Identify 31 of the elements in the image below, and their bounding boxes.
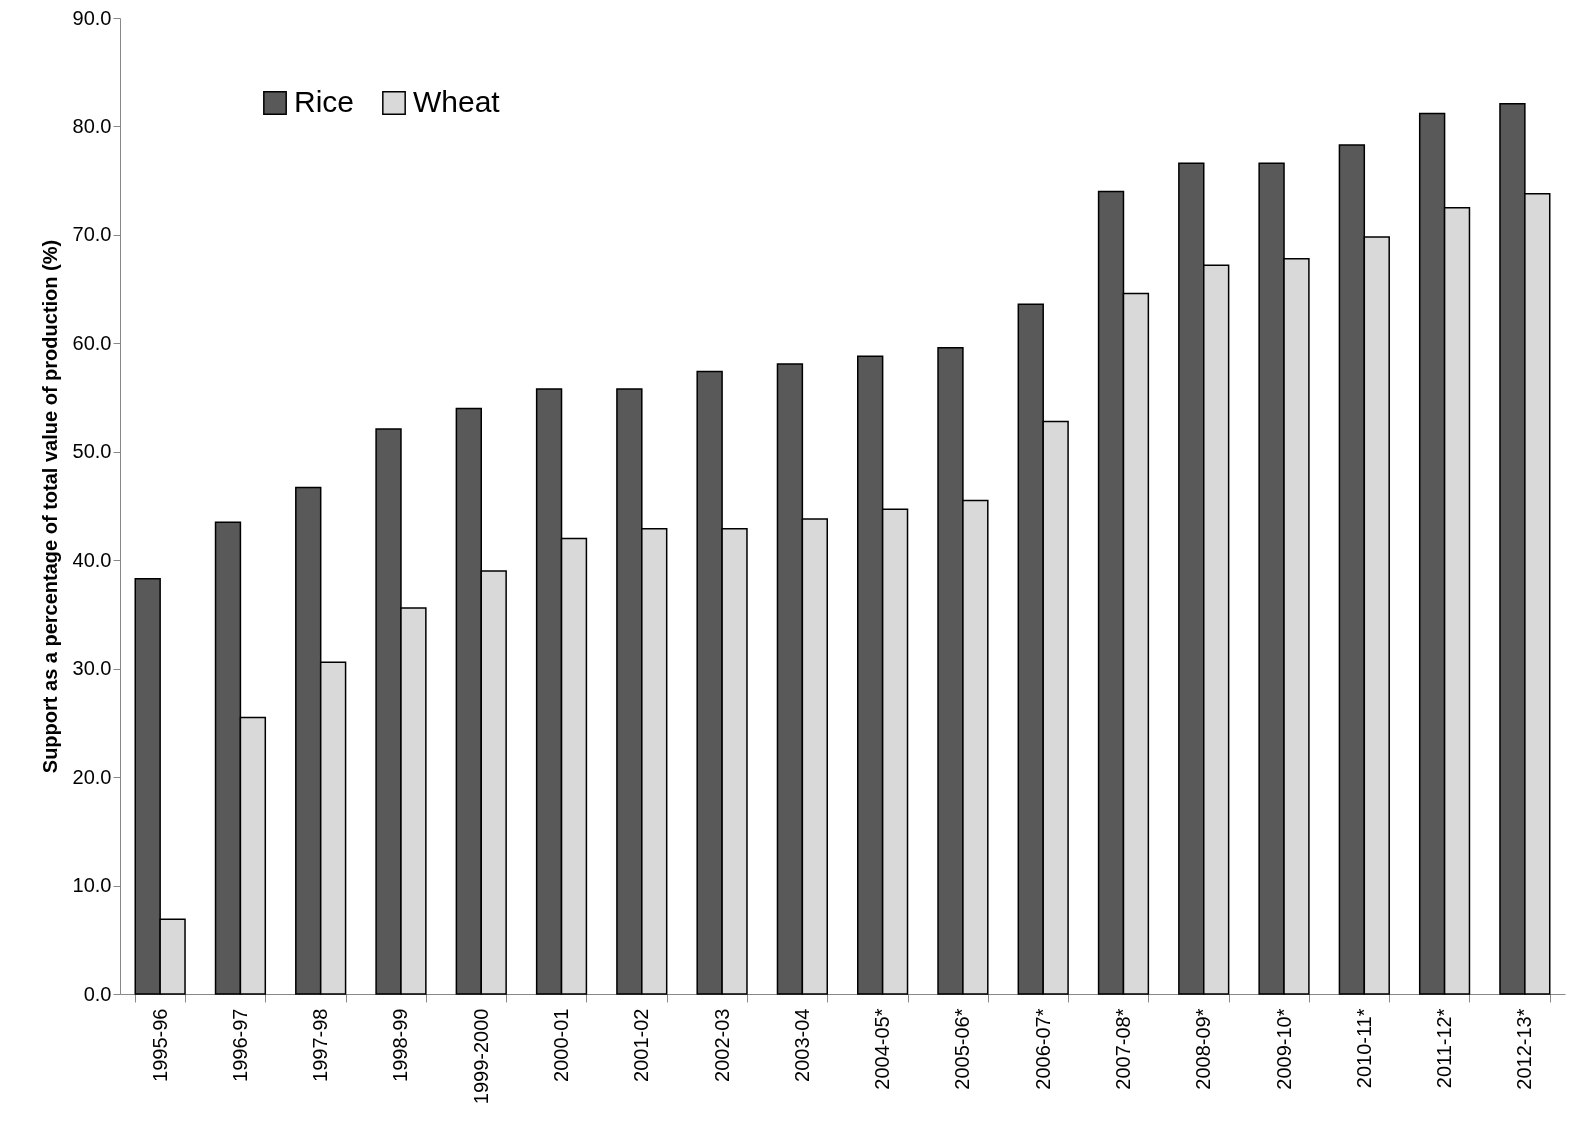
x-tick-label: 2007-08* [1111,1008,1134,1090]
x-tick-label: 2009-10* [1272,1008,1295,1090]
y-axis-title: Support as a percentage of total value of production (%) [38,239,61,774]
x-tick-label: 2001-02 [630,1008,653,1082]
x-tick-label: 1997-98 [309,1008,332,1082]
legend-label: Wheat [413,85,501,118]
y-tick-label: 10.0 [72,874,112,897]
x-tick-label: 1998-99 [389,1008,412,1082]
x-tick-label: 1995-96 [148,1008,171,1082]
x-tick-label: 2003-04 [790,1008,813,1082]
y-tick-label: 20.0 [72,765,112,788]
y-tick-label: 30.0 [72,657,112,680]
y-tick-label: 80.0 [72,114,112,137]
x-tick-label: 2002-03 [710,1008,733,1082]
y-tick-label: 70.0 [72,223,112,246]
x-tick-label: 2000-01 [550,1008,573,1082]
x-tick-label: 2006-07* [1031,1008,1054,1090]
x-tick-label: 2010-11* [1352,1008,1375,1089]
y-tick-label: 50.0 [72,440,112,463]
y-tick-label: 60.0 [72,331,112,354]
y-tick-label: 40.0 [72,548,112,571]
y-tick-label: 90.0 [72,6,112,29]
x-tick-label: 2011-12* [1433,1008,1456,1089]
x-tick-label: 2005-06* [951,1008,974,1090]
legend-label: Rice [294,85,355,118]
x-tick-label: 1999-2000 [469,1008,492,1105]
x-tick-label: 2012-13* [1513,1008,1536,1090]
x-tick-label: 2004-05* [871,1008,894,1090]
y-tick-label: 0.0 [83,982,112,1005]
x-tick-label: 2008-09* [1192,1008,1215,1090]
x-tick-label: 1996-97 [228,1008,251,1082]
